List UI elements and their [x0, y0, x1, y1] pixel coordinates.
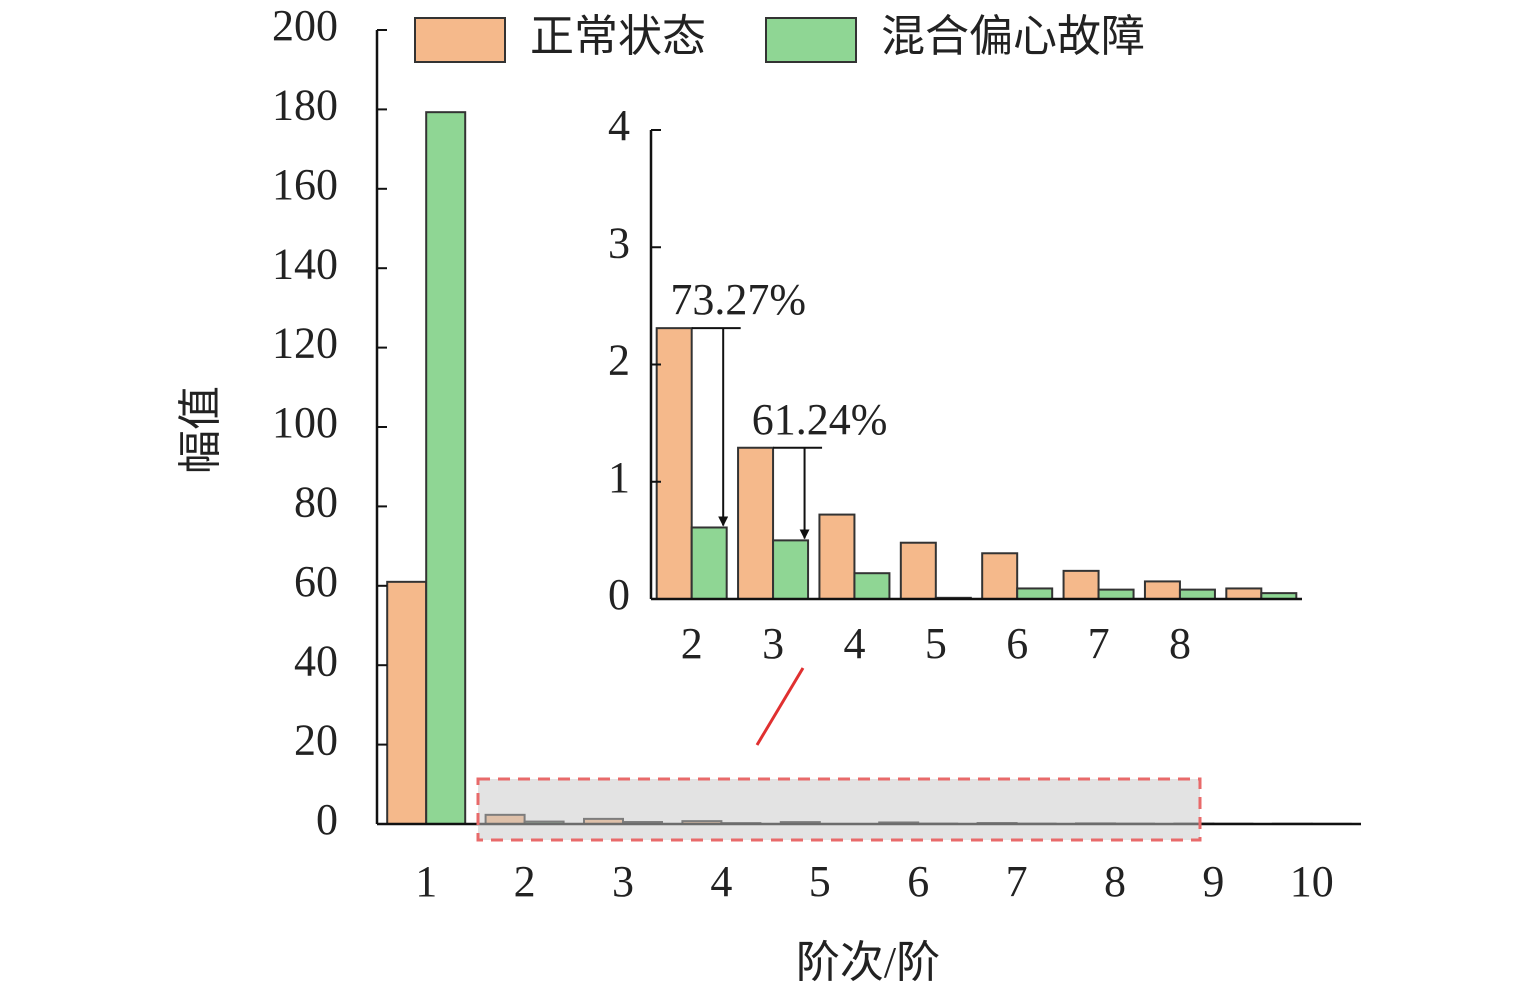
bar [425, 111, 467, 825]
x-tick-label: 10 [1290, 857, 1334, 906]
x-tick-label: 1 [415, 857, 437, 906]
x-tick-label: 8 [1104, 857, 1126, 906]
bar [981, 552, 1019, 601]
y-tick-label: 100 [272, 398, 338, 447]
x-tick-label: 5 [809, 857, 831, 906]
bar [386, 580, 428, 826]
bar [655, 327, 693, 600]
y-tick-label: 40 [294, 636, 338, 685]
bar [818, 513, 856, 601]
x-tick-label: 2 [681, 619, 703, 668]
y-tick-label: 20 [294, 716, 338, 765]
x-tick-label: 4 [843, 619, 865, 668]
bar [853, 572, 891, 601]
x-tick-label: 8 [1169, 619, 1191, 668]
bar [690, 526, 728, 600]
bar [1178, 588, 1216, 600]
y-axis-label: 幅值 [176, 386, 225, 474]
bar [1016, 587, 1054, 601]
y-tick-label: 0 [316, 795, 338, 844]
x-tick-label: 5 [925, 619, 947, 668]
x-tick-label: 7 [1088, 619, 1110, 668]
y-tick-label: 0 [608, 570, 630, 619]
x-tick-label: 3 [612, 857, 634, 906]
plot [386, 111, 1352, 826]
x-tick-label: 6 [907, 857, 929, 906]
y-tick-label: 180 [272, 80, 338, 129]
legend-swatch [765, 17, 857, 63]
y-tick-label: 3 [608, 218, 630, 267]
x-tick-label: 3 [762, 619, 784, 668]
legend-label: 混合偏心故障 [881, 12, 1145, 61]
x-tick-label: 6 [1006, 619, 1028, 668]
annotation: 61.24% [752, 395, 888, 444]
y-tick-label: 140 [272, 239, 338, 288]
bar [1097, 588, 1135, 600]
plot [655, 327, 1298, 601]
legend-swatch [414, 17, 506, 63]
y-tick-label: 1 [608, 453, 630, 502]
x-tick-label: 9 [1202, 857, 1224, 906]
y-tick-label: 4 [608, 101, 630, 150]
x-axis-label: 阶次/阶 [796, 938, 940, 987]
zoom-connector [755, 667, 805, 746]
y-tick-label: 120 [272, 319, 338, 368]
legend-label: 正常状态 [530, 12, 706, 61]
y-tick-label: 200 [272, 1, 338, 50]
x-tick-label: 7 [1006, 857, 1028, 906]
bar [1062, 569, 1100, 600]
bar [1143, 580, 1181, 600]
bar [737, 446, 775, 600]
bar [772, 539, 810, 600]
bar [1225, 587, 1263, 601]
x-tick-label: 2 [514, 857, 536, 906]
y-tick-label: 60 [294, 557, 338, 606]
y-tick-label: 80 [294, 477, 338, 526]
annotation: 73.27% [670, 275, 806, 324]
bar [899, 541, 937, 600]
x-tick-label: 4 [710, 857, 732, 906]
y-tick-label: 160 [272, 160, 338, 209]
zoom-region [476, 777, 1202, 842]
y-tick-label: 2 [608, 336, 630, 385]
